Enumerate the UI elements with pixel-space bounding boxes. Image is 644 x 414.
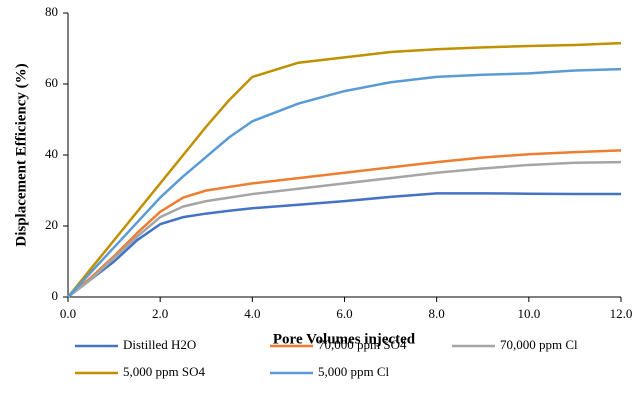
series-line bbox=[67, 192, 621, 298]
y-tick-label: 40 bbox=[45, 146, 58, 161]
x-tick-label: 2.0 bbox=[152, 306, 168, 321]
series-line bbox=[67, 160, 622, 298]
series-line bbox=[67, 41, 622, 298]
legend-label: 70,000 ppm Cl bbox=[500, 337, 578, 352]
x-tick-label: 10.0 bbox=[517, 306, 540, 321]
legend-label: 5,000 ppm SO4 bbox=[123, 364, 205, 379]
x-tick-label: 4.0 bbox=[244, 306, 260, 321]
x-axis-title: Pore Volumes injected bbox=[273, 331, 416, 347]
y-axis-title: Displacement Efficiency (%) bbox=[13, 63, 29, 246]
y-tick-label: 80 bbox=[45, 4, 58, 19]
x-tick-label: 6.0 bbox=[336, 306, 352, 321]
legend-label: Distilled H2O bbox=[123, 337, 196, 352]
x-tick-label: 0.0 bbox=[60, 306, 76, 321]
y-tick-label: 20 bbox=[45, 217, 58, 232]
legend-label: 5,000 ppm Cl bbox=[318, 364, 390, 379]
y-tick-label: 60 bbox=[45, 75, 58, 90]
x-tick-label: 12.0 bbox=[610, 306, 633, 321]
legend-label: 70,000 ppm SO4 bbox=[318, 337, 407, 352]
series-line bbox=[67, 67, 622, 298]
series-line bbox=[67, 149, 622, 298]
x-tick-label: 8.0 bbox=[429, 306, 445, 321]
y-tick-label: 0 bbox=[52, 288, 59, 303]
